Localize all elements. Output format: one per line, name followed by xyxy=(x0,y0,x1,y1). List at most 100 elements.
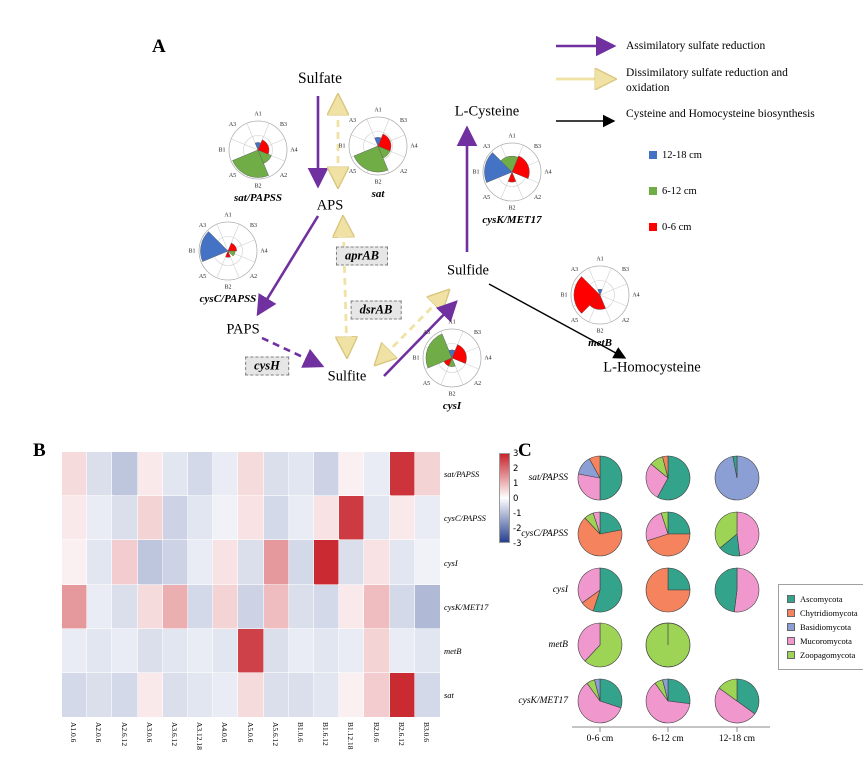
rose-sector-label: A5 xyxy=(229,173,236,179)
heatmap-cell xyxy=(388,583,416,630)
heatmap-cell xyxy=(86,450,114,498)
rose-sector-label: A5 xyxy=(483,195,490,201)
rose-sector-label: B1 xyxy=(472,169,479,175)
heatmap-cell xyxy=(312,583,341,630)
colorbar-tick: 0 xyxy=(513,494,519,504)
colorbar-tick: -3 xyxy=(513,539,522,549)
pie-chart xyxy=(714,678,760,724)
heatmap-cell xyxy=(287,495,315,542)
pie-slice-mucoromycota xyxy=(592,511,601,535)
rose-sector-label: A1 xyxy=(508,133,515,139)
colorbar-tick: 1 xyxy=(513,479,519,489)
pie-slice-chytridiomycota xyxy=(662,455,669,479)
colorbar-tick: -2 xyxy=(513,524,522,534)
rose-sector-label: B1 xyxy=(338,143,345,149)
rose-plot: A1 B3 A4 A2 B2 A5 B1 A3 xyxy=(472,133,551,211)
rose-caption: cysC/PAPSS xyxy=(199,293,257,305)
rose-sector-label: B3 xyxy=(622,267,629,273)
rose-plot: A1 B3 A4 A2 B2 A5 B1 A3 xyxy=(188,212,267,290)
pie-slice-mucoromycota xyxy=(577,622,601,662)
rose-sector-label: A1 xyxy=(448,319,455,325)
taxa-legend-item: Chytridiomycota xyxy=(787,606,858,620)
rose-sector-label: A3 xyxy=(571,267,578,273)
heatmap-cell xyxy=(161,539,189,586)
rose-sector-label: A3 xyxy=(483,144,490,150)
pie-slice-zoopagomycota xyxy=(584,622,623,668)
depth-legend-12-18: 12-18 cm xyxy=(649,150,702,161)
heatmap-cell xyxy=(237,627,265,674)
pie-row-label: cysI xyxy=(552,585,568,595)
heatmap-cell xyxy=(60,495,89,542)
heatmap-cell xyxy=(363,450,391,498)
rose-sector-label: A4 xyxy=(544,169,551,175)
heatmap-column-label: A5.0.6 xyxy=(245,722,255,743)
legend-label-dissimilatory: Dissimilatory sulfate reduction and oxid… xyxy=(626,67,788,94)
heatmap-cell xyxy=(312,627,341,674)
rose-plot: A1 B3 A4 A2 B2 A5 B1 A3 xyxy=(338,107,417,185)
heatmap-cell xyxy=(212,450,240,498)
rose-plot: A1 B3 A4 A2 B2 A5 B1 A3 xyxy=(218,111,297,189)
pie-row-label: cysC/PAPSS xyxy=(521,529,568,539)
depth-swatch-12-18 xyxy=(649,151,657,159)
heatmap-cell xyxy=(338,583,366,630)
heatmap-cell xyxy=(312,539,341,586)
rose-sector-label: B3 xyxy=(474,330,481,336)
rose-sector-label: A3 xyxy=(423,330,430,336)
heatmap-column-labels: A1.0.6 A2.0.6 A2.6.12 A3.0.6 A3.6.12 A3.12.18… xyxy=(62,720,442,770)
rose-sector-label: A4 xyxy=(632,292,639,298)
depth-swatch-0-6 xyxy=(649,223,657,231)
heatmap-column-label: A3.6.12 xyxy=(169,722,179,747)
heatmap-cell xyxy=(237,450,265,498)
pie-chart xyxy=(577,567,623,613)
rose-sector-label: A4 xyxy=(484,355,491,361)
colorbar-tick: 2 xyxy=(513,464,519,474)
pie-chart xyxy=(645,455,691,501)
rose-sector-label: A3 xyxy=(349,118,356,124)
heatmap-cell xyxy=(111,671,139,719)
heatmap-colorbar-ticks: 3 2 1 0 -1 -2 -3 xyxy=(513,449,533,549)
heatmap-cell xyxy=(338,627,366,674)
taxa-swatch xyxy=(787,637,795,645)
pie-slice-zoopagomycota xyxy=(718,678,738,702)
pie-slice-ascomycota xyxy=(667,567,691,591)
heatmap-cell xyxy=(60,450,89,498)
heatmap-cell xyxy=(212,627,240,674)
pie-slice-ascomycota xyxy=(732,455,738,479)
pie-row-label: sat/PAPSS xyxy=(528,473,568,483)
heatmap-cell xyxy=(388,539,416,586)
heatmap-cell xyxy=(388,627,416,674)
heatmap-column-label: A5.6.12 xyxy=(270,722,280,747)
heatmap-column-label: A2.0.6 xyxy=(94,722,104,743)
heatmap-row-label: cysK/MET17 xyxy=(444,601,489,612)
node-l-cysteine: L-Cysteine xyxy=(454,103,520,120)
taxa-swatch xyxy=(787,651,795,659)
heatmap-cell xyxy=(86,583,114,630)
pie-slice-mucoromycota xyxy=(577,567,601,604)
rose-sector-label: A5 xyxy=(199,274,206,280)
heatmap-cell xyxy=(136,450,164,498)
rose-sector-label: A2 xyxy=(534,195,541,201)
heatmap-column-label: B1.0.6 xyxy=(295,722,305,743)
heatmap-cell xyxy=(262,495,290,542)
heatmap-cell xyxy=(60,671,89,719)
node-aps: APS xyxy=(316,197,344,214)
pie-column-labels: 0-6 cm 6-12 cm 12-18 cm xyxy=(560,734,790,750)
heatmap-cell xyxy=(413,627,441,674)
pie-slice-zoopagomycota xyxy=(714,511,738,549)
taxa-legend-item: Mucoromycota xyxy=(787,634,858,648)
pie-grid: sat/PAPSS cysC/PAPSS cysI metB cysK/MET17 xyxy=(480,450,780,760)
heatmap-cell xyxy=(287,539,315,586)
pie-slice-ascomycota xyxy=(714,567,738,613)
taxa-legend-item: Ascomycota xyxy=(787,592,858,606)
heatmap-row-label: cysC/PAPSS xyxy=(444,513,486,524)
rose-sector-label: A2 xyxy=(622,318,629,324)
pie-chart xyxy=(645,511,691,557)
heatmap-cell xyxy=(312,671,341,719)
pie-slice-ascomycota xyxy=(667,678,691,705)
pie-slice-basidiomycota xyxy=(662,678,669,702)
rose-sector-label: B3 xyxy=(534,144,541,150)
heatmap-cell xyxy=(212,671,240,719)
pie-slice-mucoromycota xyxy=(645,682,691,724)
heatmap-cell xyxy=(186,495,215,542)
